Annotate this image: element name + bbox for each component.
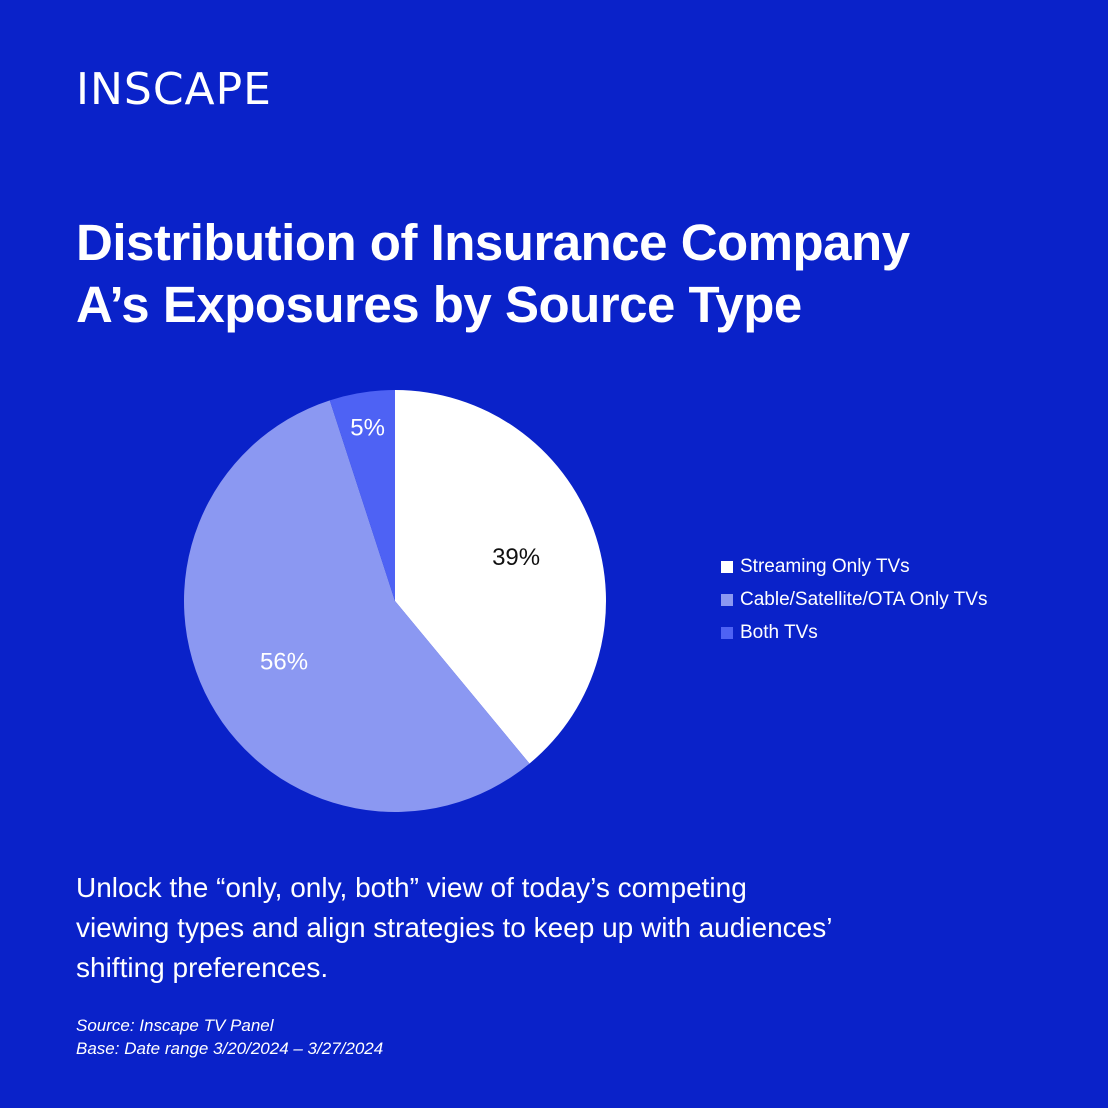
legend-swatch xyxy=(721,561,733,573)
page-title: Distribution of Insurance Company A’s Ex… xyxy=(76,212,1036,336)
legend-item: Cable/Satellite/OTA Only TVs xyxy=(721,589,987,611)
source-note: Source: Inscape TV Panel xyxy=(76,1016,274,1035)
title-line-2: A’s Exposures by Source Type xyxy=(76,276,802,333)
description-line-2: viewing types and align strategies to ke… xyxy=(76,912,833,943)
pie-data-label: 39% xyxy=(492,544,540,571)
inscape-logo: INSCAPE xyxy=(76,64,272,115)
date-range-note: Base: Date range 3/20/2024 – 3/27/2024 xyxy=(76,1039,384,1058)
title-line-1: Distribution of Insurance Company xyxy=(76,214,910,271)
legend-swatch xyxy=(721,627,733,639)
legend-label: Both TVs xyxy=(740,622,818,643)
pie-slice-both-tvs xyxy=(329,390,395,601)
legend-item: Both TVs xyxy=(721,622,987,644)
description-line-3: shifting preferences. xyxy=(76,952,329,983)
pie-slice-cable-satellite-ota-only-tvs xyxy=(184,400,530,813)
pie-data-label: 5% xyxy=(350,415,385,442)
footnote: Source: Inscape TV Panel Base: Date rang… xyxy=(76,1014,383,1060)
chart-legend: Streaming Only TVs Cable/Satellite/OTA On… xyxy=(721,556,987,655)
pie-data-label: 56% xyxy=(260,648,308,675)
legend-swatch xyxy=(721,594,733,606)
pie-slice-streaming-only-tvs xyxy=(395,390,607,764)
legend-item: Streaming Only TVs xyxy=(721,556,987,578)
legend-label: Streaming Only TVs xyxy=(740,556,910,577)
description-text: Unlock the “only, only, both” view of to… xyxy=(76,868,1066,988)
legend-label: Cable/Satellite/OTA Only TVs xyxy=(740,589,988,610)
description-line-1: Unlock the “only, only, both” view of to… xyxy=(76,872,747,903)
